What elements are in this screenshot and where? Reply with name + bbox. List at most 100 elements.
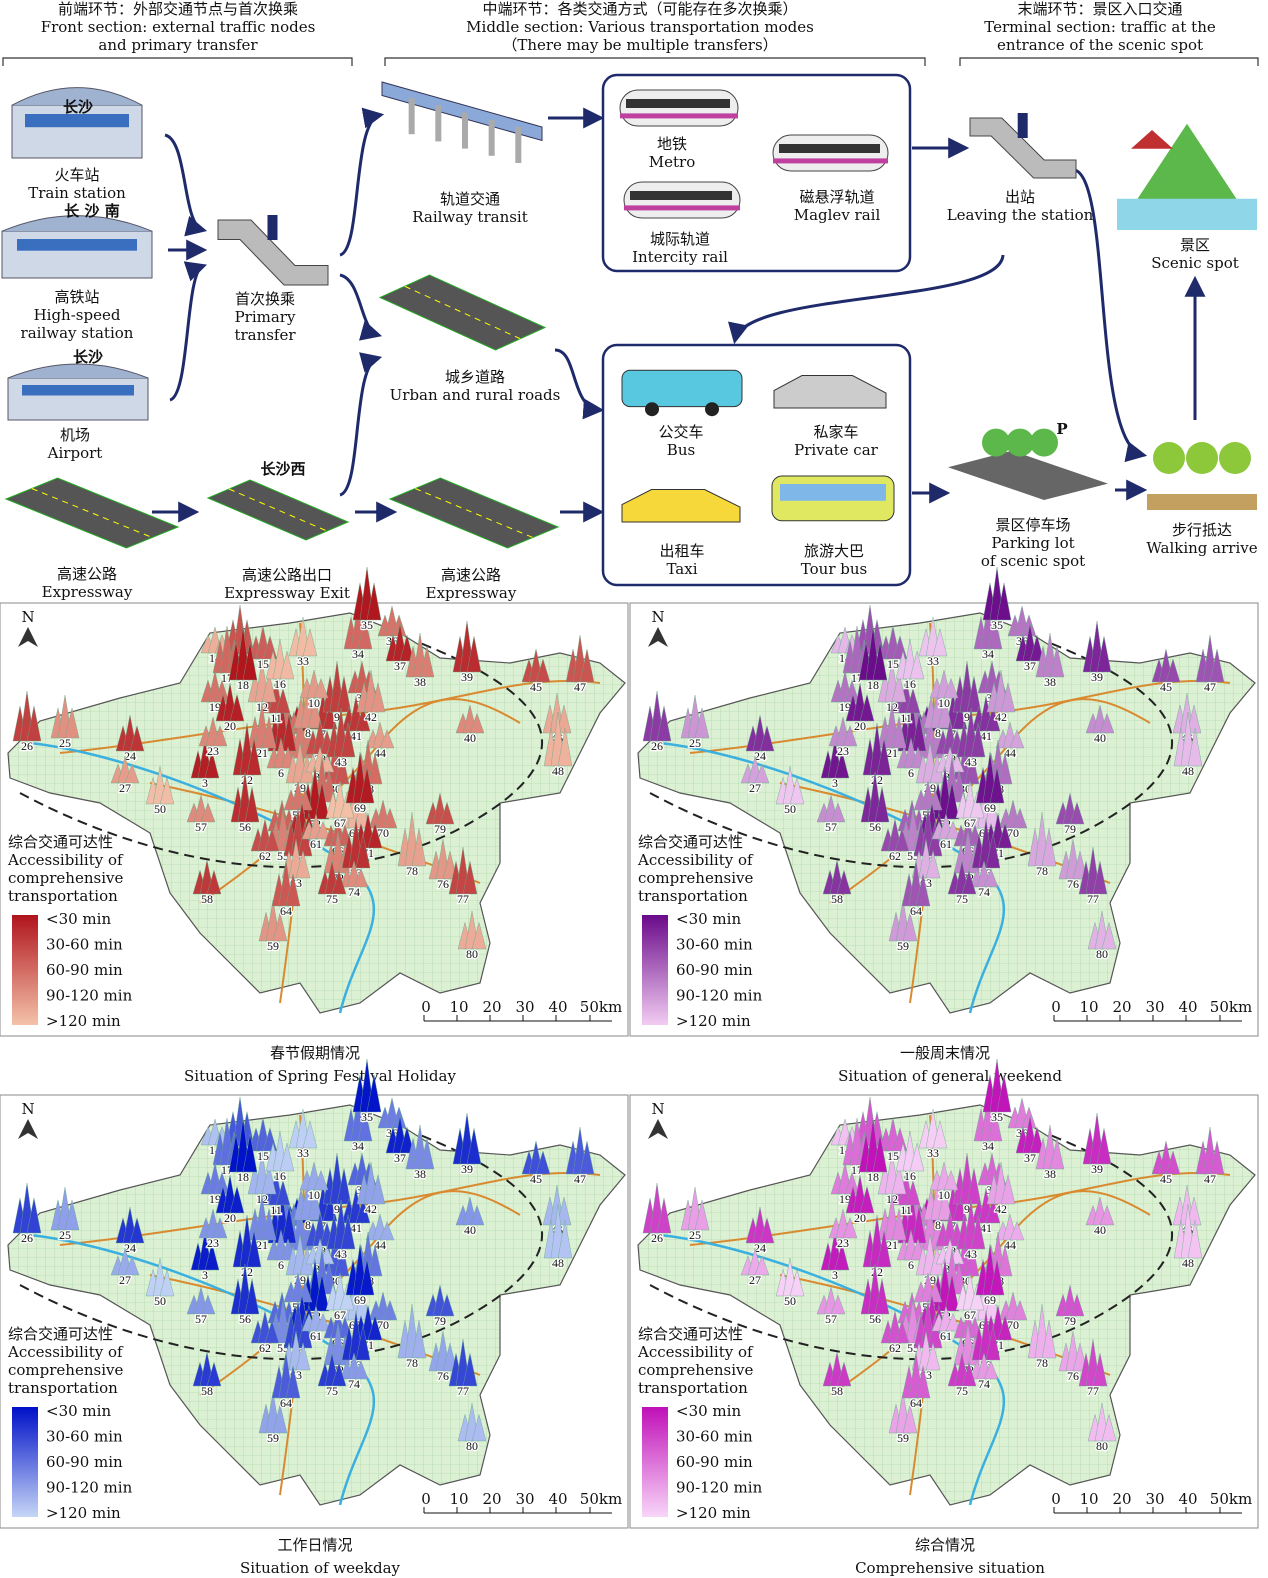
accessibility-spike bbox=[970, 722, 986, 758]
accessibility-spike bbox=[1209, 649, 1225, 683]
accessibility-spike bbox=[285, 1365, 301, 1399]
site-label: 15 bbox=[887, 1149, 899, 1163]
site-label: 80 bbox=[466, 947, 478, 961]
accessibility-spike bbox=[212, 725, 228, 747]
accessibility-spike bbox=[370, 682, 386, 713]
node-label-zh: 出站 bbox=[1005, 188, 1035, 206]
arrow bbox=[339, 273, 383, 341]
legend-title: transportation bbox=[638, 887, 748, 905]
north-label: N bbox=[651, 1100, 664, 1118]
site-label: 40 bbox=[464, 731, 476, 745]
scale-label: 30 bbox=[515, 1490, 534, 1508]
accessibility-spike bbox=[307, 1189, 323, 1221]
shape bbox=[228, 488, 328, 532]
accessibility-spike bbox=[789, 1268, 805, 1297]
accessibility-spike bbox=[322, 1194, 338, 1222]
site-label: 64 bbox=[280, 904, 292, 918]
sign: 长沙西 bbox=[260, 460, 305, 478]
north-arrow bbox=[648, 1119, 668, 1139]
legend-title: transportation bbox=[8, 1379, 118, 1397]
legend-class: >120 min bbox=[46, 1504, 121, 1522]
accessibility-spike bbox=[367, 822, 383, 849]
legend-class: 90-120 min bbox=[676, 1479, 763, 1497]
site-label: 25 bbox=[59, 736, 71, 750]
railway bbox=[649, 1134, 1173, 1361]
site-label: 62 bbox=[889, 1341, 901, 1355]
shape bbox=[217, 219, 329, 286]
shape bbox=[1186, 442, 1218, 474]
accessibility-spike bbox=[204, 750, 220, 779]
node-label-en: Intercity rail bbox=[632, 248, 728, 266]
node-label-en: Tour bus bbox=[801, 560, 867, 578]
accessibility-spike bbox=[244, 1278, 260, 1315]
north-arrow bbox=[18, 627, 38, 647]
icon-tourbus bbox=[771, 475, 895, 522]
site-label: 69 bbox=[354, 801, 366, 815]
accessibility-spike bbox=[902, 1404, 918, 1434]
accessibility-spike bbox=[204, 1242, 220, 1271]
site-label: 50 bbox=[154, 802, 166, 816]
accessibility-spike bbox=[1029, 634, 1045, 662]
icon-road bbox=[378, 274, 547, 351]
site-label: 48 bbox=[552, 1256, 564, 1270]
section-title-en: （There may be multiple transfers） bbox=[502, 36, 777, 54]
scale-label: 10 bbox=[449, 1490, 468, 1508]
legend-class: 60-90 min bbox=[676, 1453, 753, 1471]
scale-label: 10 bbox=[1079, 1490, 1098, 1508]
accessibility-spike bbox=[891, 1164, 907, 1195]
legend-class: 60-90 min bbox=[46, 1453, 123, 1471]
legend-title: 综合交通可达性 bbox=[8, 1325, 113, 1343]
map-panel: 1234567891011121314151617181920212223242… bbox=[0, 1058, 629, 1577]
accessibility-spike bbox=[200, 1294, 216, 1315]
accessibility-spike bbox=[557, 728, 573, 767]
site-label: 34 bbox=[982, 647, 994, 661]
river bbox=[659, 741, 1005, 1014]
accessibility-spike bbox=[322, 702, 338, 730]
river bbox=[29, 1233, 375, 1506]
accessibility-spike bbox=[367, 1314, 383, 1341]
site-label: 47 bbox=[1204, 1172, 1216, 1186]
scale-label: 10 bbox=[1079, 998, 1098, 1016]
section-title-en: and primary transfer bbox=[98, 36, 258, 54]
accessibility-spike bbox=[419, 646, 435, 678]
site-label: 37 bbox=[1024, 1151, 1036, 1165]
shape bbox=[25, 114, 129, 128]
site-label: 38 bbox=[1044, 675, 1056, 689]
accessibility-spike bbox=[859, 693, 875, 722]
site-label: 80 bbox=[1096, 947, 1108, 961]
legend-class: >120 min bbox=[676, 1012, 751, 1030]
icon-road bbox=[388, 477, 560, 549]
accessibility-spike bbox=[471, 1413, 487, 1442]
accessibility-spike bbox=[382, 807, 398, 829]
accessibility-spike bbox=[1187, 728, 1203, 767]
site-label: 77 bbox=[1087, 1384, 1099, 1398]
icon-train bbox=[623, 181, 741, 219]
site-label: 57 bbox=[195, 1312, 207, 1326]
site-label: 64 bbox=[280, 1396, 292, 1410]
legend-title: Accessibility of bbox=[637, 851, 754, 869]
site-label: 18 bbox=[867, 678, 879, 692]
site-label: 20 bbox=[224, 719, 236, 733]
accessibility-spike bbox=[876, 1230, 892, 1268]
site-label: 34 bbox=[982, 1139, 994, 1153]
scale-label: 30 bbox=[1145, 998, 1164, 1016]
node-label-zh: 高速公路 bbox=[57, 565, 117, 583]
site-label: 79 bbox=[434, 1314, 446, 1328]
shape bbox=[626, 99, 730, 108]
accessibility-spike bbox=[694, 1199, 710, 1231]
accessibility-spike bbox=[932, 628, 948, 657]
site-label: 25 bbox=[689, 736, 701, 750]
accessibility-spike bbox=[261, 672, 277, 703]
site-label: 44 bbox=[1004, 746, 1016, 760]
accessibility-spike bbox=[313, 677, 329, 699]
accessibility-spike bbox=[331, 870, 347, 895]
scale-label: 20 bbox=[482, 1490, 501, 1508]
accessibility-spike bbox=[925, 1342, 941, 1371]
legend-class: 30-60 min bbox=[46, 1428, 123, 1446]
site-label: 43 bbox=[335, 1247, 347, 1261]
site-label: 8 bbox=[935, 726, 941, 740]
site-label: 74 bbox=[348, 885, 360, 899]
site-label: 6 bbox=[908, 766, 914, 780]
site-label: 18 bbox=[237, 1170, 249, 1184]
site-label: 43 bbox=[965, 755, 977, 769]
